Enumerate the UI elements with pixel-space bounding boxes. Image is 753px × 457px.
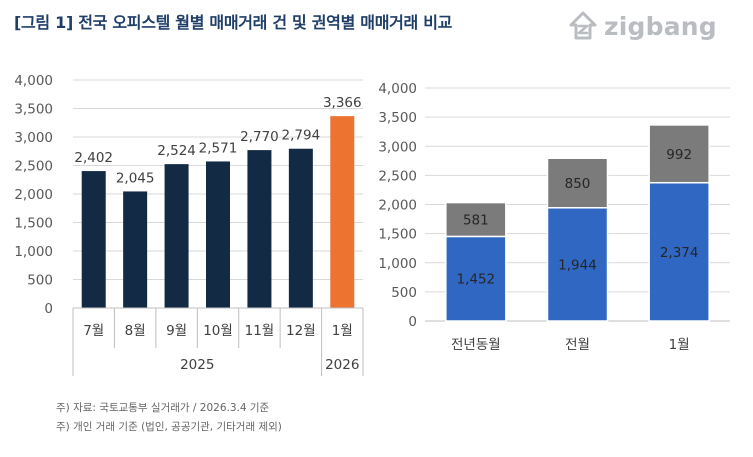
y-tick-label: 0	[44, 301, 53, 317]
year-group-label: 2025	[180, 357, 214, 373]
data-label: 1,452	[457, 272, 496, 288]
bar-9월	[164, 164, 189, 308]
footnotes: 주) 자료: 국토교통부 실거래가 / 2026.3.4 기준 주) 개인 거래…	[56, 399, 282, 437]
stack-segment-상단-전년동월	[445, 201, 507, 238]
regional-comparison-chart: 0 500 1,000 1,500 2,000 2,500 3,000 3,500 4,000 1…	[378, 81, 730, 353]
y-tick-label: 0	[408, 314, 417, 330]
data-label: 2,770	[240, 129, 279, 145]
data-label: 2,794	[282, 128, 321, 144]
x-tick-label: 12월	[286, 323, 316, 339]
footnote-source: 주) 자료: 국토교통부 실거래가 / 2026.3.4 기준	[56, 402, 270, 414]
y-tick-label: 3,000	[14, 130, 53, 146]
logo-text: zigbang	[604, 11, 717, 41]
year-group-label: 2026	[325, 357, 359, 373]
y-tick-label: 3,500	[378, 110, 417, 126]
x-tick-label: 8월	[125, 323, 146, 339]
y-tick-label: 2,500	[378, 168, 417, 184]
zigbang-logo: zigbang	[568, 10, 717, 42]
bar-12월	[288, 148, 313, 308]
data-label: 1,944	[558, 257, 597, 273]
data-label: 581	[463, 212, 489, 228]
x-tick-label: 10월	[203, 323, 233, 339]
x-tick-label: 7월	[83, 323, 104, 339]
x-tick-label: 9월	[166, 323, 187, 339]
footnote-criteria: 주) 개인 거래 기준 (법인, 공공기관, 기타거래 제외)	[56, 421, 282, 433]
data-label: 2,045	[116, 170, 155, 186]
stack-segment-상단-전월	[546, 157, 609, 209]
data-label: 992	[666, 147, 692, 163]
data-label: 850	[565, 176, 591, 192]
y-tick-label: 3,000	[378, 139, 417, 155]
data-label: 2,402	[74, 150, 113, 166]
y-tick-label: 2,000	[14, 187, 53, 203]
data-label: 2,374	[660, 245, 699, 261]
stack-segment-하단-1월	[648, 181, 710, 322]
y-tick-label: 4,000	[378, 81, 417, 97]
bar-8월	[123, 191, 148, 308]
y-tick-label: 500	[27, 273, 53, 289]
bar-1월	[330, 116, 355, 308]
x-tick-label: 1월	[332, 323, 353, 339]
bar-7월	[81, 171, 106, 308]
stack-segment-상단-1월	[648, 124, 710, 184]
y-tick-label: 500	[391, 285, 417, 301]
data-label: 2,524	[157, 143, 196, 159]
monthly-transactions-chart: 0 500 1,000 1,500 2,000 2,500 3,000 3,500 4,000 2…	[14, 73, 364, 376]
zigbang-logo-icon	[569, 11, 597, 40]
y-tick-label: 1,000	[14, 244, 53, 260]
x-tick-label: 전년동월	[451, 337, 501, 353]
x-tick-label: 전월	[565, 337, 590, 353]
y-tick-label: 1,500	[14, 216, 53, 232]
y-tick-label: 4,000	[14, 73, 53, 89]
y-tick-label: 3,500	[14, 102, 53, 118]
data-label: 2,571	[199, 140, 238, 156]
y-tick-label: 2,000	[378, 198, 417, 214]
y-tick-label: 1,000	[378, 256, 417, 272]
bar-10월	[206, 161, 230, 308]
figure-title: [그림 1] 전국 오피스텔 월별 매매거래 건 및 권역별 매매거래 비교	[14, 13, 453, 32]
data-label: 3,366	[323, 95, 362, 111]
bar-11월	[247, 150, 272, 308]
x-tick-label: 1월	[669, 337, 690, 353]
y-tick-label: 2,500	[14, 159, 53, 175]
y-tick-label: 1,500	[378, 227, 417, 243]
x-tick-label: 11월	[245, 323, 275, 339]
